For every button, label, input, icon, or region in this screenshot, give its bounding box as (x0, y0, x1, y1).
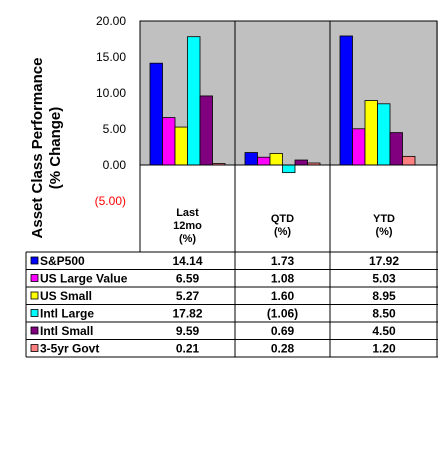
data-label: 14.14 (172, 254, 202, 268)
data-label: 1.20 (372, 342, 396, 356)
data-label: 1.73 (271, 254, 295, 268)
data-label: 8.95 (372, 289, 396, 303)
y-axis-title-line2: (% Change) (47, 107, 64, 190)
data-label: 0.28 (271, 342, 295, 356)
data-label: 1.08 (271, 272, 295, 286)
data-label: 4.50 (372, 324, 396, 338)
legend-swatch (30, 326, 39, 335)
series-name: Intl Large (40, 307, 94, 321)
series-name: US Large Value (40, 272, 128, 286)
legend-swatch (30, 274, 39, 282)
bar (187, 36, 201, 166)
data-label: 1.60 (271, 289, 295, 303)
category-label: (%) (375, 226, 392, 238)
series-name: 3-5yr Govt (40, 342, 99, 356)
y-tick-label: 10.00 (96, 86, 126, 100)
bar (199, 95, 213, 166)
bar (352, 128, 366, 166)
y-axis-ticks: (5.00) 0.00 5.00 10.00 15.00 20.00 (95, 14, 127, 208)
bar (402, 155, 416, 166)
bar (377, 103, 391, 166)
bar (149, 62, 163, 166)
y-tick-label: (5.00) (95, 194, 126, 208)
category-label: (%) (274, 226, 291, 238)
legend-swatch (30, 256, 39, 265)
series-name: Intl Small (40, 324, 93, 338)
bar (294, 159, 308, 166)
data-label: 5.03 (372, 272, 396, 286)
data-label: 8.50 (372, 307, 396, 321)
legend-swatch (30, 309, 39, 317)
bar (162, 117, 176, 166)
y-axis-title: Asset Class Performance (% Change) (29, 58, 64, 239)
series-name: S&P500 (40, 254, 85, 268)
bar (269, 153, 283, 166)
data-label: (1.06) (267, 307, 298, 321)
data-label: 17.82 (172, 307, 202, 321)
bar (174, 126, 188, 166)
bar (244, 152, 258, 166)
bars (149, 35, 416, 174)
category-label: QTD (271, 213, 294, 225)
bar (339, 35, 353, 166)
category-label: Last (176, 207, 199, 219)
bar (389, 132, 403, 166)
legend-swatch (30, 344, 39, 352)
category-label: (%) (179, 233, 196, 245)
y-axis-title-line1: Asset Class Performance (29, 58, 46, 239)
data-label: 5.27 (176, 289, 200, 303)
data-label: 6.59 (176, 272, 200, 286)
series-name: US Small (40, 289, 92, 303)
y-tick-label: 0.00 (103, 158, 127, 172)
bar (364, 100, 378, 166)
category-label: 12mo (173, 220, 202, 232)
legend-swatch (30, 291, 39, 300)
bar (257, 156, 271, 166)
data-label: 0.21 (176, 342, 200, 356)
y-tick-label: 20.00 (96, 14, 126, 28)
y-tick-label: 15.00 (96, 50, 126, 64)
y-tick-label: 5.00 (103, 122, 127, 136)
category-label: YTD (373, 213, 395, 225)
data-label: 9.59 (176, 324, 200, 338)
data-label: 0.69 (271, 324, 295, 338)
bar (282, 164, 296, 174)
data-label: 17.92 (369, 254, 399, 268)
